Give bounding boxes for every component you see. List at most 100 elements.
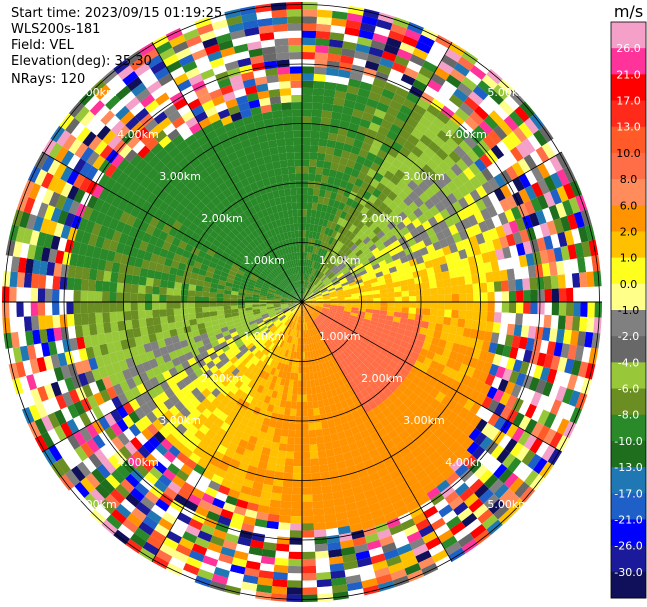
velocity-gate [577,257,587,273]
velocity-gate [448,94,464,108]
velocity-gate [205,462,218,474]
velocity-gate [344,338,352,345]
velocity-gate [276,362,283,370]
velocity-gate [306,387,312,395]
velocity-gate [268,382,276,391]
velocity-gate [312,350,317,358]
velocity-gate [479,153,493,168]
velocity-gate [59,314,68,328]
velocity-gate [308,304,316,309]
velocity-gate [502,222,513,236]
velocity-gate [373,267,382,274]
velocity-gate [394,296,403,302]
velocity-gate [450,458,464,472]
velocity-gate [383,548,400,561]
velocity-gate [323,88,336,98]
velocity-gate [349,254,358,262]
velocity-gate [44,302,53,316]
velocity-gate [244,394,254,404]
velocity-gate [473,292,481,302]
velocity-gate [372,77,387,89]
velocity-gate [571,228,582,245]
velocity-gate [302,37,316,46]
velocity-gate [313,73,326,82]
velocity-gate [468,130,483,145]
velocity-gate [400,418,412,430]
velocity-gate [59,289,67,302]
velocity-gate [401,307,409,314]
velocity-gate [187,493,202,506]
velocity-gate [351,293,359,297]
velocity-gate [381,542,397,554]
velocity-gate [363,262,372,270]
velocity-gate [344,567,360,578]
velocity-gate [292,329,297,337]
velocity-gate [279,363,286,371]
velocity-gate [557,274,566,289]
velocity-gate [437,529,454,544]
velocity-gate [384,278,393,285]
velocity-gate [319,248,326,257]
velocity-gate [303,330,306,338]
velocity-gate [328,46,343,56]
velocity-gate [285,145,295,153]
velocity-gate [486,519,503,536]
velocity-gate [441,124,455,138]
velocity-gate [302,23,317,31]
velocity-gate [309,267,313,275]
velocity-gate [341,546,356,556]
velocity-gate [325,360,332,369]
velocity-gate [355,203,365,213]
velocity-gate [549,431,563,449]
velocity-gate [324,318,331,325]
velocity-gate [450,212,462,225]
velocity-gate [329,306,338,310]
velocity-gate [302,309,305,317]
velocity-gate [252,382,260,392]
velocity-gate [308,415,315,424]
velocity-gate [327,367,334,376]
velocity-gate [351,184,361,194]
velocity-gate [358,308,366,313]
velocity-gate [509,244,519,258]
velocity-gate [317,255,323,263]
velocity-gate [337,274,346,281]
velocity-gate [446,180,458,193]
velocity-gate [403,140,416,152]
velocity-gate [116,292,124,302]
velocity-gate [564,358,575,375]
velocity-gate [325,327,333,334]
velocity-gate [321,175,329,184]
velocity-gate [330,296,338,299]
velocity-gate [530,197,543,213]
velocity-gate [372,226,382,236]
velocity-gate [334,223,341,232]
velocity-gate [397,250,407,259]
velocity-gate [239,588,257,599]
velocity-gate [455,158,469,172]
velocity-gate [543,275,552,290]
velocity-gate [324,513,337,523]
velocity-gate [321,391,328,400]
velocity-gate [342,284,350,289]
velocity-gate [373,386,384,397]
velocity-gate [227,488,241,499]
velocity-gate [230,298,238,302]
velocity-gate [327,419,336,428]
velocity-gate [418,556,435,570]
velocity-gate [475,198,487,212]
velocity-gate [269,96,282,105]
velocity-gate [230,302,238,306]
velocity-gate [391,530,407,543]
velocity-gate [355,347,364,355]
velocity-gate [414,434,427,447]
velocity-gate [272,360,279,369]
velocity-gate [573,211,585,229]
velocity-gate [249,412,259,422]
velocity-gate [9,317,18,333]
velocity-gate [261,483,273,493]
velocity-gate [332,380,340,389]
velocity-gate [555,202,567,219]
velocity-gate [230,435,241,446]
velocity-gate [478,488,494,504]
